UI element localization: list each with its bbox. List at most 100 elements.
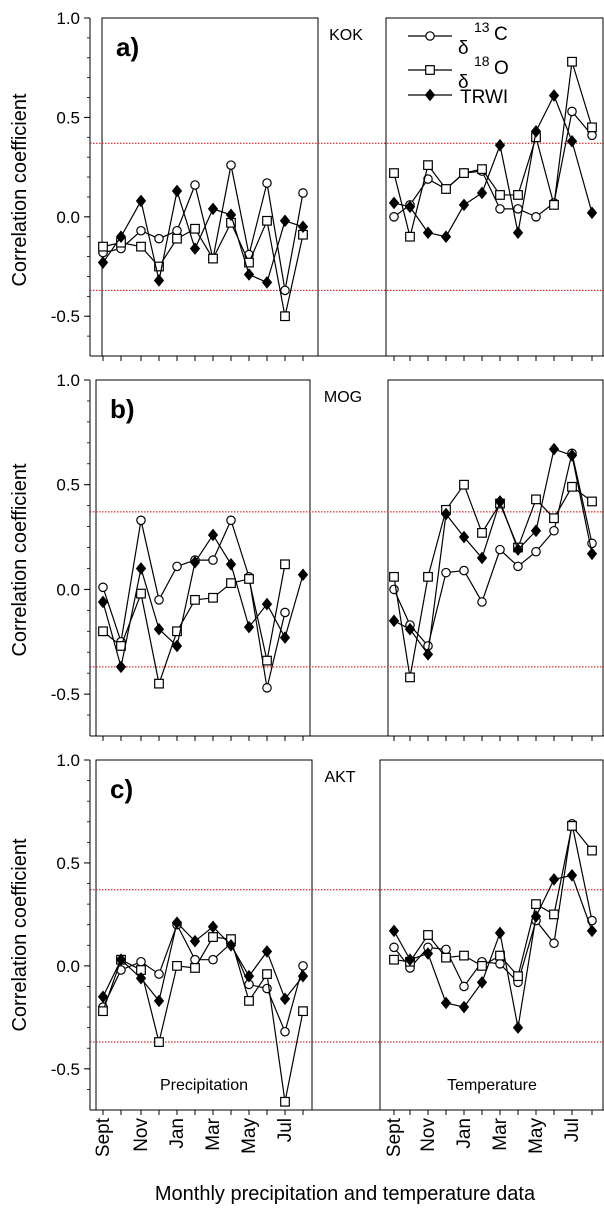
precipitation-diamond-marker: [153, 994, 165, 1008]
x-tick-label: Sept: [384, 1117, 405, 1157]
precipitation-diamond-marker: [135, 971, 147, 985]
temperature-circle-marker: [513, 204, 523, 214]
precipitation-diamond-marker: [279, 214, 291, 228]
temperature-diamond-marker: [512, 226, 524, 240]
temperature-diamond-marker: [530, 125, 542, 138]
site-label: KOK: [329, 27, 363, 44]
precipitation-diamond-marker: [115, 230, 127, 243]
precipitation-square-marker: [172, 960, 182, 971]
temperature-square-marker: [567, 56, 577, 67]
precipitation-square-marker: [262, 655, 272, 666]
precipitation-circle-marker: [262, 683, 272, 693]
precipitation-diamond-marker: [297, 568, 309, 582]
temperature-diamond-marker: [548, 442, 560, 456]
temperature-series-line: [393, 94, 593, 238]
temperature-diamond-marker: [512, 543, 524, 556]
y-tick-label: 0.5: [56, 854, 80, 873]
precipitation-diamond-marker: [243, 620, 255, 634]
temperature-diamond-marker: [586, 547, 598, 561]
legend-square-marker: [425, 65, 435, 75]
panel-label: a): [116, 32, 139, 62]
precipitation-circle-marker: [136, 225, 146, 236]
temperature-square-marker: [423, 571, 433, 582]
y-axis-label-c: Correlation coefficient: [9, 838, 31, 1032]
precipitation-square-marker: [298, 1006, 308, 1017]
temperature-diamond-marker: [422, 648, 434, 661]
precipitation-circle-marker: [280, 285, 290, 296]
precipitation-circle-marker: [226, 515, 236, 526]
precipitation-diamond-marker: [279, 631, 291, 644]
precipitation-diamond-marker: [261, 276, 273, 289]
precipitation-square-marker: [244, 995, 254, 1006]
temperature-diamond-marker: [440, 507, 452, 521]
precipitation-square-marker: [262, 969, 272, 980]
temperature-diamond-marker: [530, 910, 542, 923]
precipitation-circle-marker: [262, 178, 272, 188]
precipitation-square-marker: [244, 574, 254, 584]
temperature-square-marker: [531, 899, 541, 910]
temperature-square-marker: [549, 199, 559, 210]
precipitation-circle-marker: [154, 233, 164, 244]
x-tick-label: May: [239, 1118, 260, 1154]
x-tick-label: Mar: [203, 1117, 224, 1150]
legend-superscript: 13: [474, 19, 490, 35]
precipitation-square-marker: [98, 241, 108, 252]
legend-series-name: C: [494, 24, 508, 45]
precipitation-circle-marker: [226, 160, 236, 170]
precipitation-diamond-marker: [297, 220, 309, 234]
site-label: AKT: [324, 769, 355, 786]
temperature-circle-marker: [531, 546, 541, 557]
temperature-diamond-marker: [566, 134, 578, 148]
temperature-diamond-marker: [494, 495, 506, 508]
precipitation-diamond-marker: [135, 562, 147, 575]
legend-series-name: O: [494, 58, 509, 79]
precipitation-circle-marker: [208, 555, 218, 565]
precipitation-square-marker: [208, 932, 218, 942]
temperature-square-marker: [513, 971, 523, 982]
panel-c: 1.0 0.5 0.0 -0.5 c) AKT: [51, 751, 604, 1115]
temperature-square-marker: [441, 184, 451, 194]
temperature-diamond-marker: [458, 198, 470, 212]
precipitation-square-marker: [172, 626, 182, 637]
legend-circle-marker: [425, 31, 435, 41]
temperature-diamond-marker: [388, 924, 400, 938]
precipitation-diamond-marker: [153, 622, 165, 636]
temperature-circle-marker: [459, 981, 469, 992]
temperature-circle-marker: [567, 106, 577, 117]
temperature-square-marker: [389, 954, 399, 965]
temperature-square-marker: [405, 672, 415, 683]
y-tick-label: 1.0: [56, 9, 80, 28]
temperature-diamond-marker: [476, 976, 488, 989]
temperature-diamond-marker: [422, 226, 434, 240]
temperature-diamond-marker: [586, 206, 598, 220]
x-tick-label: Jul: [275, 1118, 296, 1142]
temperature-circle-marker: [389, 212, 399, 222]
precipitation-diamond-marker: [225, 557, 237, 571]
temperature-square-marker: [495, 950, 505, 961]
precipitation-diamond-marker: [97, 256, 109, 269]
temperature-diamond-marker: [566, 869, 578, 882]
precipitation-series-line: [102, 190, 304, 284]
temperature-diamond-marker: [458, 1000, 470, 1014]
temperature-square-marker: [567, 820, 577, 831]
temperature-series-line: [393, 823, 593, 988]
precipitation-diamond-marker: [115, 953, 127, 966]
temperature-series-line: [393, 110, 593, 218]
temperature-series-line: [393, 448, 593, 656]
precipitation-square-marker: [172, 233, 182, 244]
y-tick-label: 1.0: [56, 371, 80, 390]
temperature-series-line: [393, 61, 593, 237]
temperature-diamond-marker: [494, 138, 506, 152]
precipitation-square-marker: [280, 559, 290, 570]
x-tick-label: Jul: [562, 1118, 583, 1142]
y-axis-label-a: Correlation coefficient: [9, 93, 31, 287]
y-tick-label: 0.0: [56, 208, 80, 227]
precipitation-square-marker: [98, 1006, 108, 1017]
temperature-square-marker: [587, 496, 597, 507]
precipitation-square-marker: [208, 592, 218, 603]
temperature-circle-marker: [549, 525, 559, 536]
legend-delta: δ: [458, 38, 469, 59]
precipitation-square-marker: [190, 223, 200, 234]
temperature-diamond-marker: [440, 230, 452, 243]
